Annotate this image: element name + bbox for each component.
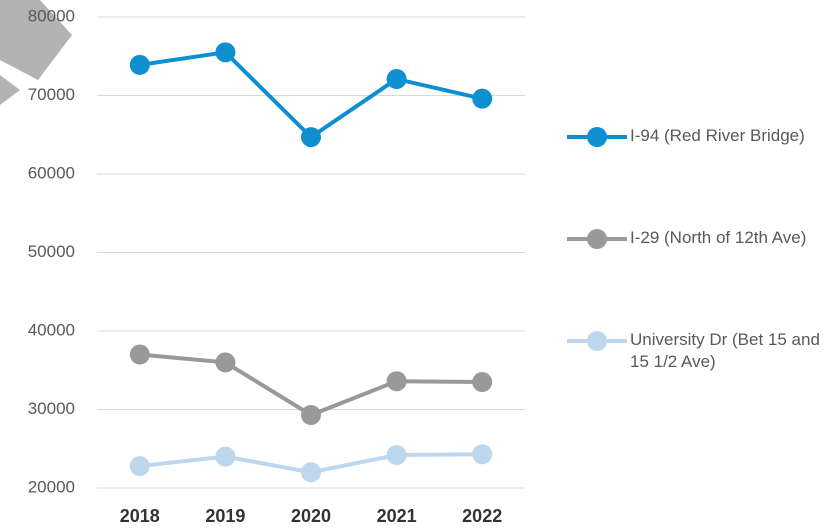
x-tick-label: 2021 — [377, 506, 417, 526]
y-tick-label: 40000 — [28, 320, 75, 339]
data-point — [215, 352, 235, 372]
data-point — [301, 462, 321, 482]
legend-marker — [587, 127, 607, 147]
x-tick-label: 2020 — [291, 506, 331, 526]
y-tick-label: 50000 — [28, 242, 75, 261]
data-point — [215, 447, 235, 467]
decor-shape — [0, 75, 20, 105]
legend-label: I-94 (Red River Bridge) — [630, 125, 820, 147]
x-tick-label: 2022 — [462, 506, 502, 526]
data-point — [387, 69, 407, 89]
data-point — [215, 42, 235, 62]
y-tick-label: 80000 — [28, 6, 75, 25]
legend-marker — [587, 229, 607, 249]
y-tick-label: 70000 — [28, 85, 75, 104]
legend-label: University Dr (Bet 15 and 15 1/2 Ave) — [630, 329, 820, 373]
chart: 20000 30000 40000 50000 60000 70000 80000 2018 2… — [0, 0, 826, 530]
series-line — [140, 52, 482, 137]
data-point — [301, 405, 321, 425]
legend-label: I-29 (North of 12th Ave) — [630, 227, 820, 249]
data-point — [472, 444, 492, 464]
x-tick-label: 2018 — [120, 506, 160, 526]
data-point — [130, 456, 150, 476]
legend-marker — [587, 331, 607, 351]
data-point — [472, 89, 492, 109]
y-tick-label: 30000 — [28, 399, 75, 418]
data-point — [130, 55, 150, 75]
x-tick-label: 2019 — [205, 506, 245, 526]
page: 20000 30000 40000 50000 60000 70000 80000 2018 2… — [0, 0, 826, 530]
data-point — [130, 345, 150, 365]
data-point — [472, 372, 492, 392]
data-point — [301, 127, 321, 147]
data-point — [387, 445, 407, 465]
data-point — [387, 371, 407, 391]
y-tick-label: 20000 — [28, 477, 75, 496]
y-tick-label: 60000 — [28, 163, 75, 182]
